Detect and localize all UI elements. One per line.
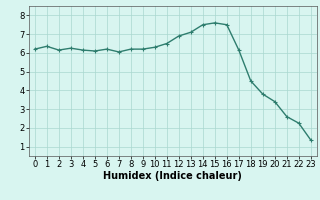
X-axis label: Humidex (Indice chaleur): Humidex (Indice chaleur): [103, 171, 242, 181]
